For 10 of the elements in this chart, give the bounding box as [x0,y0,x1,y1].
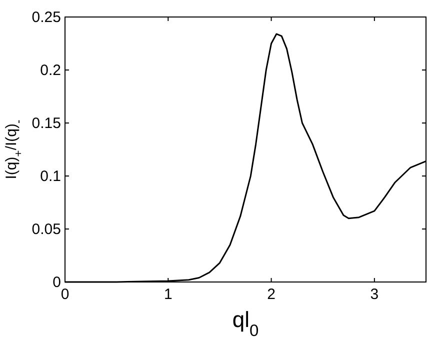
y-tick-label: 0.1 [40,168,61,185]
x-axis-title: ql$_{0}$ [232,307,259,340]
x-tick-label: 1 [164,286,172,303]
y-tick-label: 0.15 [32,115,61,132]
y-tick-label: 0.25 [32,9,61,26]
x-tick-label: 3 [370,286,379,303]
y-tick-label: 0 [52,274,61,291]
y-tick-label: 0.05 [32,221,61,238]
y-tick-label: 0.2 [40,62,61,79]
x-tick-label: 2 [267,286,276,303]
